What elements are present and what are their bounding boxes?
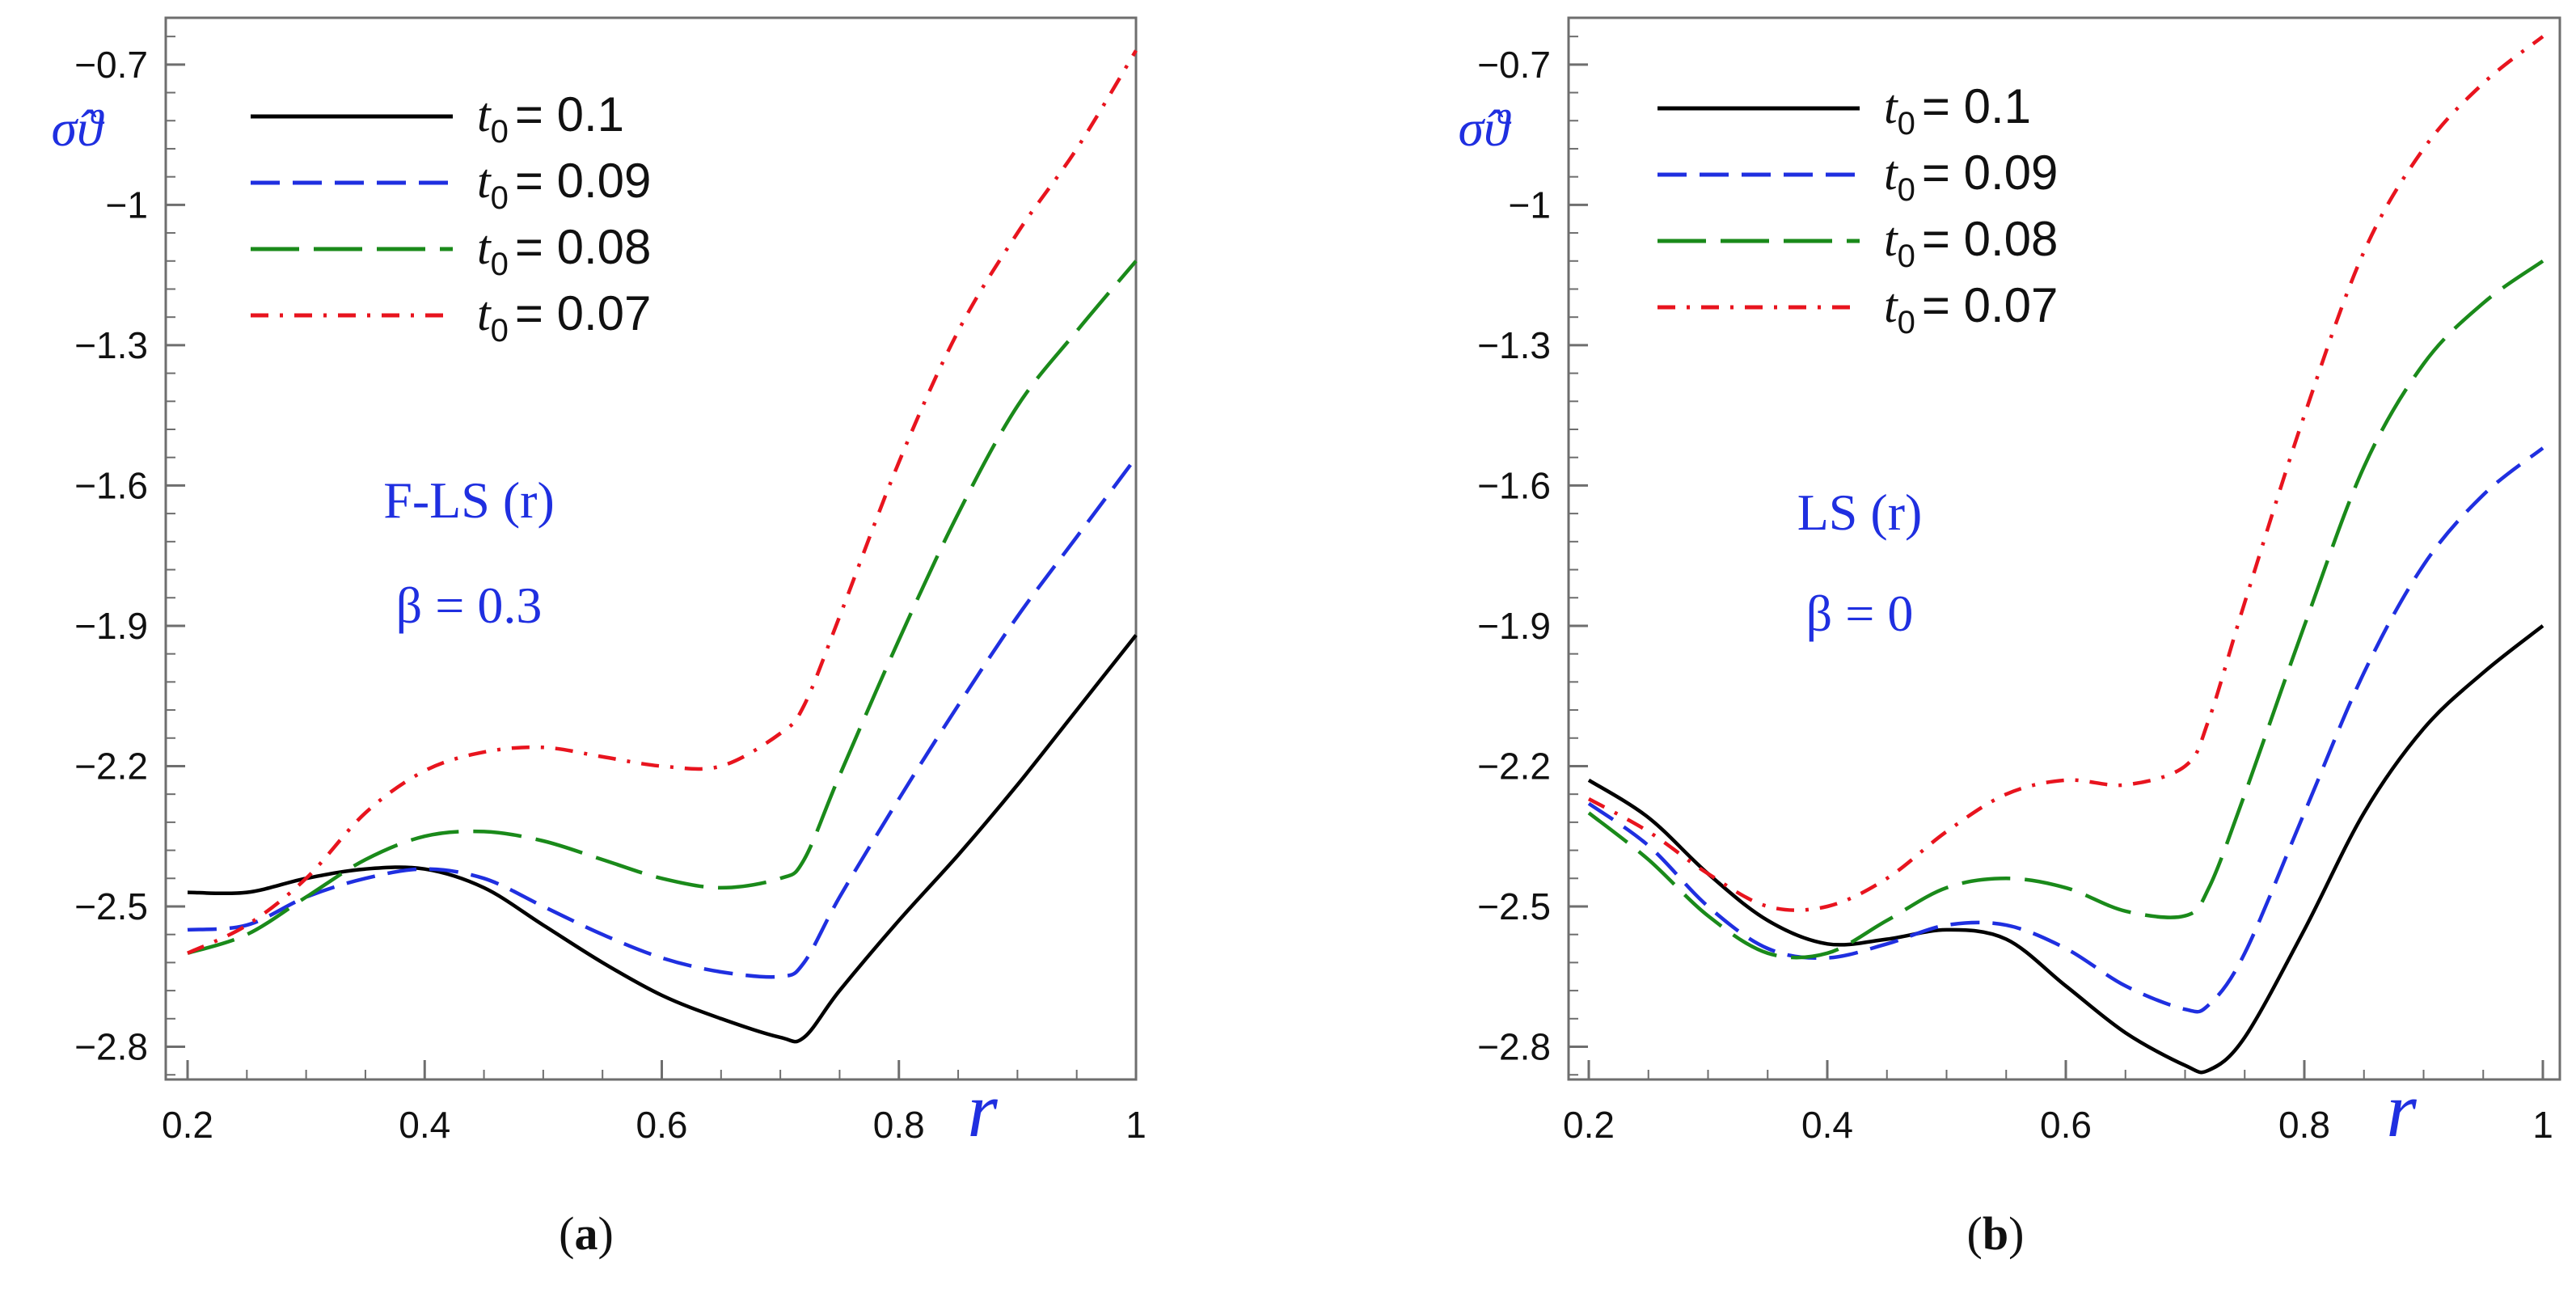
legend-var: t (477, 88, 492, 142)
x-axis-label: r (2386, 1067, 2417, 1153)
y-tick-label: −1.3 (74, 324, 148, 366)
legend-subscript: 0 (1898, 239, 1915, 274)
legend-subscript: 0 (1898, 305, 1915, 340)
panel-label-letter: b (1983, 1207, 2008, 1260)
legend-subscript: 0 (491, 313, 509, 349)
y-tick-label: −1.3 (1477, 324, 1551, 366)
x-tick-label: 0.2 (162, 1104, 213, 1146)
legend-label: t0 = 0.07 (1884, 278, 2058, 340)
legend-var: t (477, 221, 492, 274)
series-line-t0-0-07 (1587, 35, 2544, 912)
legend-var: t (1884, 80, 1898, 133)
x-tick-label: 1 (1125, 1104, 1147, 1146)
y-axis-label: σ̂ϑ (52, 99, 106, 157)
x-tick-label: 0.6 (2040, 1104, 2092, 1146)
legend-label: t0 = 0.09 (1884, 146, 2058, 208)
y-tick-label: −0.7 (1477, 44, 1551, 86)
plot-frame (1567, 16, 2561, 1081)
legend-var: t (1884, 146, 1898, 200)
y-tick-label: −1.9 (74, 605, 148, 647)
legend-subscript: 0 (1898, 106, 1915, 142)
series-line-t0-0-1 (1587, 624, 2544, 1075)
series-line-t0-0-1 (187, 634, 1138, 1044)
panel-b: −0.7 −1 −1.3 −1.6 −1.9 −2.2 −2.5 −2.8 0.2 0.4 0.6 0… (1459, 16, 2561, 1260)
x-tick-label: 0.4 (399, 1104, 450, 1146)
model-annotation: LS (r) (1797, 484, 1923, 541)
legend-value: = 0.09 (515, 154, 652, 208)
legend-value: = 0.07 (1922, 278, 2059, 332)
x-tick-label: 0.8 (873, 1104, 925, 1146)
legend-value: = 0.08 (1922, 212, 2059, 266)
legend-subscript: 0 (491, 247, 509, 282)
x-axis-label: r (967, 1067, 998, 1153)
y-tick-label: −2.5 (1477, 885, 1551, 927)
y-axis-label: σ̂ϑ (1459, 99, 1513, 157)
panel-label: (a) (559, 1207, 614, 1260)
legend-var: t (477, 287, 492, 340)
legend-var: t (1884, 213, 1898, 266)
y-tick-label: −2.2 (1477, 745, 1551, 787)
legend-label: t0 = 0.1 (477, 87, 624, 150)
legend-label: t0 = 0.07 (477, 286, 651, 349)
panel-label-close: ) (2008, 1207, 2024, 1260)
legend-var: t (1884, 279, 1898, 332)
beta-annotation: β = 0 (1806, 585, 1914, 642)
x-tick-label: 0.8 (2278, 1104, 2330, 1146)
panel-label-letter: a (575, 1207, 598, 1260)
legend-label: t0 = 0.08 (477, 220, 651, 282)
x-tick-label: 0.6 (636, 1104, 688, 1146)
legend-value: = 0.09 (1922, 146, 2059, 200)
legend-label: t0 = 0.1 (1884, 79, 2031, 142)
legend-var: t (477, 154, 492, 208)
y-tick-label: −1.6 (74, 464, 148, 506)
series-line-t0-0-09 (1587, 446, 2544, 1014)
y-tick-label: −1.9 (1477, 605, 1551, 647)
series-line-t0-0-07 (187, 49, 1138, 955)
plot-frame (164, 16, 1138, 1081)
panel-label-close: ) (598, 1207, 614, 1260)
panel-a: −0.7 −1 −1.3 −1.6 −1.9 −2.2 −2.5 −2.8 0.2 0.4 0.6 0… (52, 16, 1147, 1260)
legend-label: t0 = 0.09 (477, 154, 651, 216)
y-tick-label: −2.8 (1477, 1026, 1551, 1068)
panel-label: (b) (1967, 1207, 2025, 1260)
legend-subscript: 0 (1898, 172, 1915, 208)
legend-value: = 0.1 (1922, 79, 2031, 133)
panel-label-open: ( (1967, 1207, 1983, 1260)
legend-subscript: 0 (491, 114, 509, 150)
series-line-t0-0-09 (187, 456, 1138, 979)
legend-value: = 0.1 (515, 87, 624, 142)
y-tick-label: −1 (106, 184, 148, 226)
model-annotation: F-LS (r) (383, 471, 555, 529)
y-tick-label: −0.7 (74, 44, 148, 86)
x-tick-label: 0.2 (1563, 1104, 1615, 1146)
y-tick-label: −2.8 (74, 1026, 148, 1068)
y-tick-label: −1 (1509, 184, 1551, 226)
y-tick-label: −2.2 (74, 745, 148, 787)
beta-annotation: β = 0.3 (396, 577, 543, 634)
y-tick-label: −1.6 (1477, 464, 1551, 506)
series-line-t0-0-08 (187, 260, 1138, 955)
legend-value: = 0.07 (515, 286, 652, 340)
legend-value: = 0.08 (515, 220, 652, 274)
x-tick-label: 1 (2532, 1104, 2553, 1146)
x-tick-label: 0.4 (1801, 1104, 1853, 1146)
legend-subscript: 0 (491, 180, 509, 216)
legend-label: t0 = 0.08 (1884, 212, 2058, 274)
y-tick-label: −2.5 (74, 885, 148, 927)
panel-label-open: ( (559, 1207, 574, 1260)
series-line-t0-0-08 (1587, 259, 2544, 960)
